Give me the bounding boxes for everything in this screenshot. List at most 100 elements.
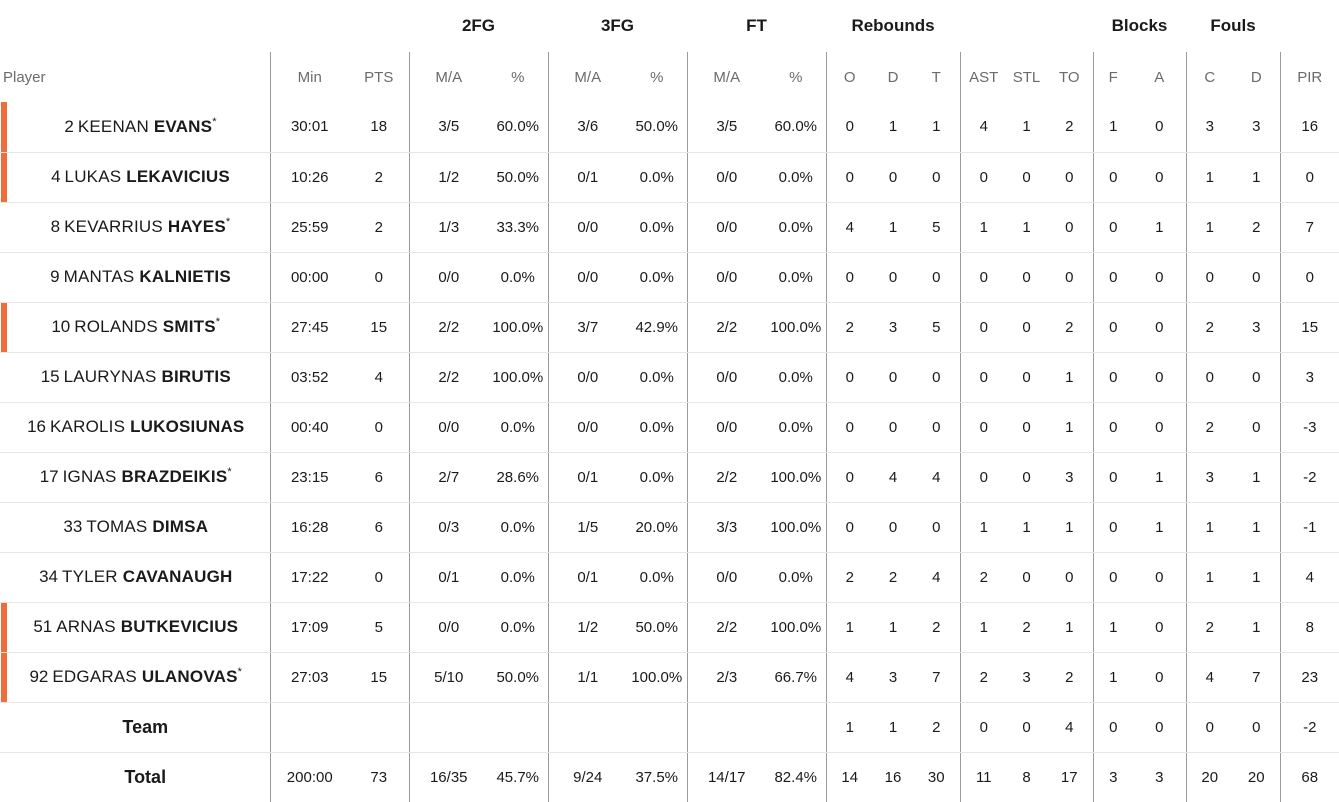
player-first-name: LUKAS [64, 167, 122, 186]
player-name-link[interactable]: MANTAS KALNIETIS [64, 267, 231, 286]
stat-reb-t: 5 [913, 202, 960, 253]
total-label: Total [124, 766, 167, 787]
col-to[interactable]: TO [1058, 68, 1080, 86]
col-ast[interactable]: AST [959, 52, 1007, 102]
player-last-name: DIMSA [152, 517, 209, 536]
col-ft-pct[interactable]: % [789, 68, 803, 86]
player-name-link[interactable]: TOMAS DIMSA [86, 517, 208, 536]
stat-2fg-ma: 2/7 [408, 452, 488, 503]
col-stl[interactable]: STL [1012, 68, 1041, 86]
player-row[interactable]: 8 KEVARRIUS HAYES* 25:59 2 1/3 33.3% 0/0 0.0% 0/… [0, 202, 1339, 253]
stat-3fg-pct: 50.0% [627, 102, 687, 153]
player-row[interactable]: 16 KAROLIS LUKOSIUNAS 00:40 0 0/0 0.0% 0/0 0.0%… [0, 402, 1339, 453]
stat-2fg-pct: 0.0% [488, 502, 548, 553]
stat-reb-o: 0 [825, 252, 873, 303]
stat-3fg-pct: 20.0% [627, 502, 687, 553]
stat-2fg-pct: 100.0% [488, 302, 548, 353]
player-row[interactable]: 51 ARNAS BUTKEVICIUS 17:09 5 0/0 0.0% 1/2 50.0%… [0, 602, 1339, 653]
col-foul-d[interactable]: D [1250, 68, 1262, 86]
stat-pir: 16 [1279, 102, 1339, 153]
stat-2fg-pct: 0.0% [488, 602, 548, 653]
stat-reb-o: 0 [825, 502, 873, 553]
stat-reb-t: 0 [913, 252, 960, 303]
player-name-link[interactable]: ROLANDS SMITS* [74, 316, 220, 336]
player-name-link[interactable]: KEENAN EVANS* [77, 116, 217, 136]
col-2fg-ma[interactable]: M/A [408, 52, 488, 102]
stat-2fg-ma: 2/2 [408, 302, 488, 353]
col-3fg-pct[interactable]: % [650, 68, 664, 86]
stat-pir: 15 [1279, 302, 1339, 353]
col-ft-ma[interactable]: M/A [686, 52, 766, 102]
player-row[interactable]: 17 IGNAS BRAZDEIKIS* 23:15 6 2/7 28.6% 0/1 0.0%… [0, 452, 1339, 503]
player-first-name: KEENAN [77, 116, 149, 136]
stat-ast: 0 [959, 302, 1007, 353]
player-name-link[interactable]: ARNAS BUTKEVICIUS [56, 617, 238, 636]
player-cell: 10 ROLANDS SMITS* [0, 302, 270, 353]
col-pir[interactable]: PIR [1279, 52, 1339, 102]
stat-3fg-pct [627, 702, 687, 753]
col-blk-a[interactable]: A [1154, 68, 1165, 86]
player-name-link[interactable]: IGNAS BRAZDEIKIS* [62, 466, 232, 486]
col-min[interactable]: Min [269, 52, 349, 102]
player-cell: 16 KAROLIS LUKOSIUNAS [0, 402, 270, 453]
player-first-name: ARNAS [56, 617, 116, 636]
stat-2fg-pct: 0.0% [488, 402, 548, 453]
stat-foul-c: 2 [1185, 402, 1233, 453]
col-pts[interactable]: PTS [364, 68, 394, 86]
player-name-link[interactable]: LAURYNAS BIRUTIS [64, 367, 231, 386]
player-row[interactable]: 15 LAURYNAS BIRUTIS 03:52 4 2/2 100.0% 0/0 0.0%… [0, 352, 1339, 403]
player-row[interactable]: 9 MANTAS KALNIETIS 00:00 0 0/0 0.0% 0/0 0.0% 0/0… [0, 252, 1339, 303]
stat-2fg-pct: 28.6% [488, 452, 548, 503]
player-name-link[interactable]: LUKAS LEKAVICIUS [65, 167, 230, 186]
stat-3fg-pct: 50.0% [627, 602, 687, 653]
col-reb-t[interactable]: T [931, 68, 941, 86]
col-3fg-ma[interactable]: M/A [547, 52, 627, 102]
group-3fg: 3FG [600, 16, 635, 35]
col-blk-f[interactable]: F [1092, 52, 1133, 102]
stat-ft-pct: 100.0% [766, 452, 826, 503]
player-row[interactable]: 33 TOMAS DIMSA 16:28 6 0/3 0.0% 1/5 20.0% 3/3 100… [0, 502, 1339, 553]
player-row[interactable]: 4 LUKAS LEKAVICIUS 10:26 2 1/2 50.0% 0/1 0.0% 0/… [0, 152, 1339, 203]
stat-reb-d: 0 [873, 402, 913, 453]
player-first-name: IGNAS [62, 467, 117, 486]
stat-blk-f: 3 [1092, 752, 1133, 802]
stat-3fg-ma: 0/0 [547, 252, 627, 303]
stat-blk-f: 0 [1092, 502, 1133, 553]
player-row[interactable]: 10 ROLANDS SMITS* 27:45 15 2/2 100.0% 3/7 42.9%… [0, 302, 1339, 353]
player-row[interactable]: 34 TYLER CAVANAUGH 17:22 0 0/1 0.0% 0/1 0.0% 0/0… [0, 552, 1339, 603]
stat-blk-f: 1 [1092, 602, 1133, 653]
col-2fg-pct[interactable]: % [511, 68, 525, 86]
player-row[interactable]: 92 EDGARAS ULANOVAS* 27:03 15 5/10 50.0% 1/1 10… [0, 652, 1339, 703]
stat-reb-o: 1 [825, 602, 873, 653]
player-number: 92 [29, 667, 49, 686]
stat-min: 27:03 [269, 652, 349, 703]
col-reb-d[interactable]: D [887, 68, 899, 86]
stat-reb-t: 4 [913, 452, 960, 503]
stat-ft-pct: 0.0% [766, 352, 826, 403]
stat-reb-o: 0 [825, 402, 873, 453]
col-foul-c[interactable]: C [1185, 52, 1233, 102]
player-row[interactable]: 2 KEENAN EVANS* 30:01 18 3/5 60.0% 3/6 50.0% 3/5… [0, 102, 1339, 153]
player-name-link[interactable]: KEVARRIUS HAYES* [64, 216, 230, 236]
stat-ft-ma: 2/2 [686, 452, 766, 503]
col-player[interactable]: Player [3, 68, 46, 86]
stat-stl: 0 [1007, 352, 1046, 403]
col-reb-o[interactable]: O [825, 52, 873, 102]
stat-3fg-ma: 0/0 [547, 202, 627, 253]
stat-pts: 15 [349, 302, 409, 353]
stat-pts: 18 [349, 102, 409, 153]
player-name-link[interactable]: KAROLIS LUKOSIUNAS [50, 417, 244, 436]
stat-foul-c: 1 [1185, 502, 1233, 553]
stat-foul-d: 1 [1233, 502, 1280, 553]
stat-pir: -2 [1279, 702, 1339, 753]
stat-blk-a: 0 [1133, 602, 1186, 653]
player-name-link[interactable]: EDGARAS ULANOVAS* [52, 666, 242, 686]
stat-3fg-pct: 100.0% [627, 652, 687, 703]
player-number: 34 [39, 567, 58, 586]
stat-foul-c: 2 [1185, 602, 1233, 653]
stat-2fg-ma: 0/0 [408, 402, 488, 453]
stat-reb-o: 2 [825, 552, 873, 603]
player-last-name: SMITS [162, 317, 216, 336]
player-name-link[interactable]: TYLER CAVANAUGH [62, 567, 233, 586]
team-label: Team [0, 702, 270, 753]
